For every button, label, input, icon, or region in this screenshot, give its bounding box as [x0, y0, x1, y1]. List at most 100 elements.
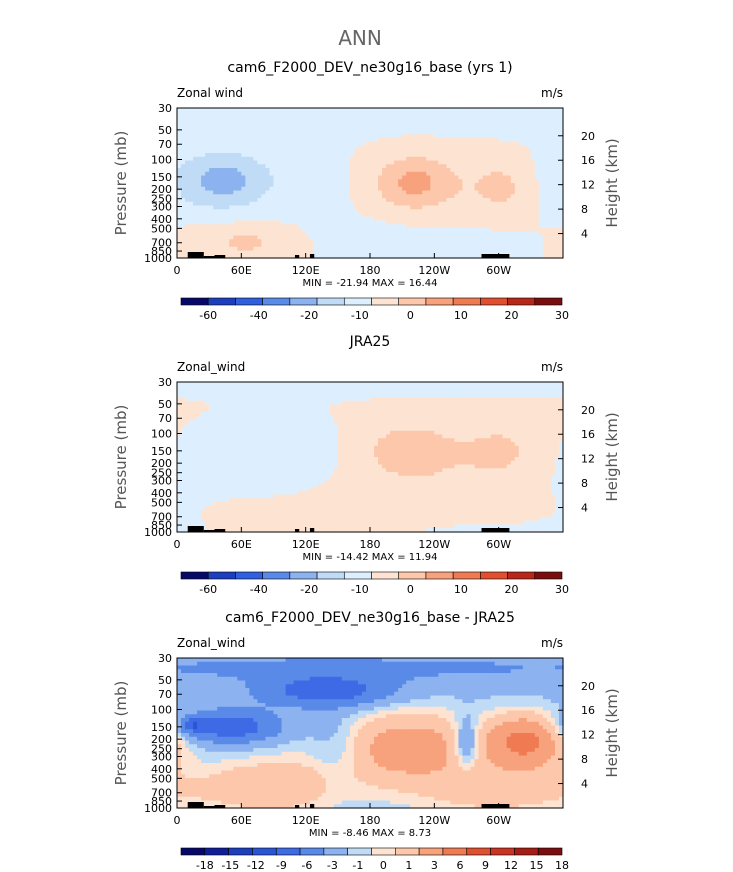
contour-cell: [402, 250, 407, 255]
contour-cell: [365, 171, 371, 177]
contour-cell: [438, 123, 443, 128]
contour-cell: [269, 475, 275, 481]
contour-cell: [217, 464, 222, 469]
contour-cell: [305, 235, 311, 240]
contour-cell: [257, 460, 263, 466]
contour-cell: [217, 397, 222, 402]
contour-cell: [317, 123, 323, 128]
contour-cell: [406, 228, 411, 233]
contour-cell: [506, 209, 512, 214]
contour-cell: [402, 235, 407, 240]
contour-cell: [442, 224, 447, 229]
contour-cell: [522, 231, 528, 237]
y-axis-label: Pressure (mb): [112, 131, 130, 236]
contour-cell: [446, 250, 452, 255]
contour-cell: [341, 243, 347, 248]
contour-cell: [221, 415, 226, 421]
contour-cell: [353, 231, 359, 237]
contour-cell: [462, 224, 468, 229]
contour-cell: [478, 194, 484, 199]
contour-cell: [406, 231, 411, 237]
contour-cell: [357, 156, 363, 162]
contour-cell: [209, 138, 214, 143]
contour-cell: [394, 205, 399, 210]
contour-cell: [213, 168, 218, 173]
colorbar-swatch: [262, 297, 291, 306]
contour-cell: [514, 235, 520, 240]
contour-cell: [349, 119, 355, 124]
contour-cell: [301, 115, 307, 120]
contour-cell: [510, 160, 516, 165]
contour-cell: [293, 138, 299, 143]
contour-cell: [273, 479, 279, 484]
contour-cell: [217, 216, 222, 222]
contour-cell: [245, 464, 250, 469]
contour-cell: [313, 201, 319, 207]
contour-cell: [502, 250, 508, 255]
contour-cell: [353, 126, 359, 132]
contour-cell: [410, 224, 415, 229]
contour-cell: [221, 179, 226, 184]
contour-cell: [361, 134, 367, 139]
contour-cell: [261, 382, 267, 387]
contour-cell: [265, 235, 271, 240]
contour-cell: [418, 126, 423, 132]
contour-cell: [442, 213, 447, 218]
contour-cell: [177, 517, 182, 522]
contour-cell: [345, 235, 351, 240]
contour-cell: [241, 149, 246, 154]
contour-cell: [229, 490, 234, 496]
contour-cell: [205, 235, 210, 240]
contour-cell: [490, 138, 496, 143]
contour-cell: [253, 505, 259, 511]
contour-cell: [249, 434, 254, 439]
contour-cell: [321, 141, 327, 147]
contour-cell: [450, 224, 456, 229]
contour-cell: [526, 134, 532, 139]
contour-cell: [233, 517, 238, 522]
contour-cell: [305, 179, 311, 184]
contour-cell: [382, 126, 387, 132]
contour-cell: [257, 145, 263, 150]
contour-cell: [402, 186, 407, 192]
contour-cell: [357, 160, 363, 165]
contour-cell: [394, 250, 399, 255]
contour-cell: [269, 145, 275, 150]
contour-cell: [454, 119, 460, 124]
contour-cell: [253, 389, 259, 394]
contour-cell: [361, 108, 367, 113]
contour-cell: [526, 175, 532, 180]
contour-cell: [241, 246, 246, 252]
contour-cell: [221, 517, 226, 522]
contour-cell: [329, 145, 335, 150]
contour-cell: [422, 254, 427, 259]
contour-cell: [265, 183, 271, 188]
contour-cell: [558, 145, 564, 150]
contour-cell: [494, 235, 500, 240]
contour-cell: [237, 123, 242, 128]
contour-cell: [474, 224, 480, 229]
contour-cell: [470, 243, 476, 248]
contour-cell: [269, 153, 275, 158]
contour-cell: [197, 400, 202, 406]
contour-cell: [498, 239, 504, 244]
contour-cell: [361, 209, 367, 214]
contour-cell: [317, 141, 323, 147]
contour-cell: [486, 134, 492, 139]
contour-cell: [522, 175, 528, 180]
contour-cell: [406, 213, 411, 218]
contour-cell: [361, 168, 367, 173]
contour-cell: [406, 130, 411, 135]
contour-cell: [361, 243, 367, 248]
contour-cell: [522, 179, 528, 184]
contour-cell: [269, 419, 275, 424]
contour-cell: [257, 445, 263, 451]
contour-cell: [353, 164, 359, 169]
contour-cell: [209, 430, 214, 436]
contour-cell: [217, 419, 222, 424]
contour-cell: [277, 141, 283, 147]
contour-cell: [458, 179, 464, 184]
contour-cell: [546, 243, 552, 248]
y-tick-label: 700: [151, 237, 172, 250]
contour-cell: [422, 141, 427, 147]
